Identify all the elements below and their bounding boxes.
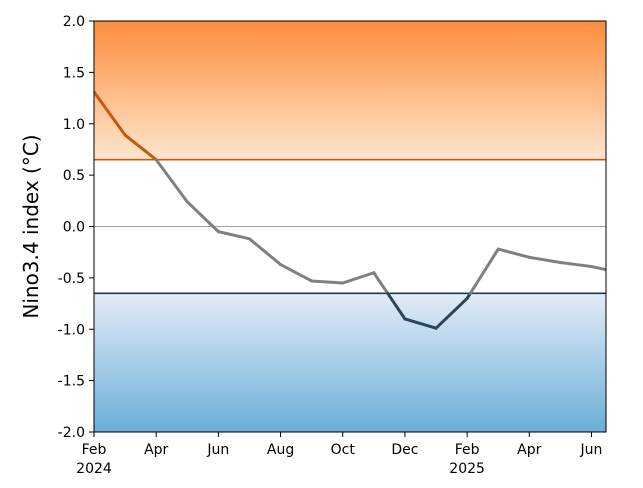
- y-tick-label: -1.5: [58, 374, 85, 390]
- series-segment-neutral: [247, 237, 283, 267]
- series-segment-neutral: [185, 200, 220, 234]
- x-tick-label: Feb: [82, 442, 107, 458]
- la-nina-band: [94, 293, 606, 432]
- series-layer: [94, 90, 606, 330]
- y-tick-label: 1.5: [63, 65, 85, 81]
- series-segment-warm: [94, 90, 127, 137]
- series-segment-neutral: [496, 247, 531, 259]
- x-tick-label: Apr: [517, 442, 541, 458]
- y-tick-label: 2.0: [63, 14, 85, 30]
- series-segment-neutral: [372, 271, 390, 295]
- series-segment-cool: [434, 296, 469, 330]
- series-segment-neutral: [468, 247, 500, 295]
- series-segment-neutral: [310, 279, 345, 285]
- series-segment-neutral: [154, 158, 189, 204]
- series-segment-neutral: [216, 230, 251, 241]
- el-nino-band: [94, 21, 606, 160]
- y-tick-label: 0.0: [63, 220, 85, 236]
- x-tick-year-label: 2025: [449, 461, 485, 477]
- x-tick-label: Oct: [331, 442, 356, 458]
- y-tick-label: -0.5: [58, 271, 85, 287]
- series-segment-neutral: [279, 263, 314, 283]
- series-segment-neutral: [527, 255, 562, 264]
- series-segment-neutral: [558, 260, 593, 269]
- x-tick-label: Apr: [144, 442, 168, 458]
- series-segment-warm: [123, 133, 158, 162]
- x-tick-year-label: 2024: [76, 461, 112, 477]
- series-segment-cool: [386, 291, 407, 321]
- x-tick-label: Feb: [455, 442, 480, 458]
- x-tick-label: Jun: [206, 442, 229, 458]
- y-tick-label: 1.0: [63, 117, 85, 133]
- y-tick-label: -2.0: [58, 425, 85, 441]
- series-segment-cool: [403, 317, 438, 330]
- x-tick-label: Dec: [391, 442, 418, 458]
- series-segment-neutral: [589, 265, 606, 272]
- x-tick-label: Aug: [267, 442, 294, 458]
- x-tick-label: Jun: [580, 442, 603, 458]
- y-axis-label: Nino3.4 index (°C): [19, 134, 43, 318]
- y-tick-label: 0.5: [63, 168, 85, 184]
- axes: -2.0 -1.5 -1.0 -0.5 0.0 0.5 1.0 1.5 2.0 Feb 2024 Ap…: [58, 14, 607, 477]
- reference-lines: [94, 158, 606, 295]
- series-segment-neutral: [341, 271, 376, 285]
- y-tick-label: -1.0: [58, 322, 85, 338]
- anomaly-bands: [94, 21, 606, 432]
